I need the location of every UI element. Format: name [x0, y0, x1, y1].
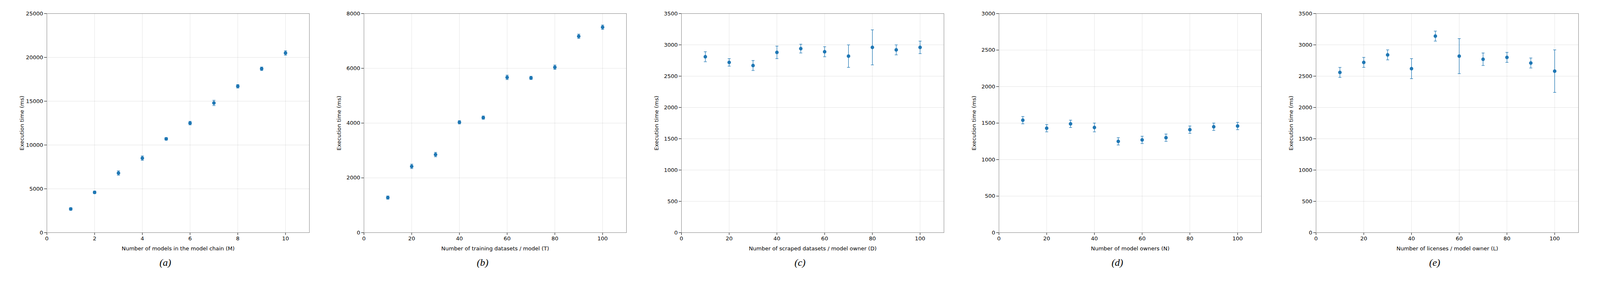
svg-text:8000: 8000 — [346, 10, 361, 17]
svg-text:80: 80 — [868, 235, 876, 242]
svg-text:20: 20 — [1360, 235, 1368, 242]
svg-text:1500: 1500 — [1298, 135, 1313, 142]
html-text:(a): (a) — [159, 256, 172, 268]
svg-text:Number of training datasets /: Number of training datasets / model (T) — [441, 245, 550, 252]
svg-text:Execution time (ms): Execution time (ms) — [335, 95, 343, 150]
svg-text:3500: 3500 — [663, 10, 678, 17]
svg-text:100: 100 — [915, 235, 926, 242]
svg-text:0: 0 — [997, 235, 1001, 242]
svg-text:60: 60 — [1455, 235, 1463, 242]
svg-text:0: 0 — [679, 235, 683, 242]
svg-text:5000: 5000 — [29, 185, 43, 192]
svg-text:0: 0 — [1309, 229, 1313, 236]
html-text:(e): (e) — [1429, 256, 1441, 268]
svg-text:40: 40 — [1090, 235, 1098, 242]
svg-text:20000: 20000 — [25, 54, 43, 61]
svg-text:0: 0 — [39, 229, 43, 236]
svg-text:100: 100 — [1549, 235, 1560, 242]
svg-text:80: 80 — [1186, 235, 1194, 242]
svg-text:500: 500 — [1302, 197, 1313, 205]
svg-text:3000: 3000 — [981, 10, 995, 17]
svg-text:60: 60 — [821, 235, 829, 242]
svg-text:500: 500 — [667, 197, 678, 205]
svg-text:3000: 3000 — [663, 41, 678, 48]
svg-text:10: 10 — [282, 235, 290, 242]
svg-text:8: 8 — [235, 235, 240, 242]
svg-text:80: 80 — [551, 235, 559, 242]
svg-text:3500: 3500 — [1298, 10, 1313, 17]
svg-text:0: 0 — [357, 229, 361, 236]
svg-text:0: 0 — [1314, 235, 1318, 242]
svg-text:500: 500 — [984, 192, 995, 199]
svg-text:0: 0 — [674, 229, 678, 236]
svg-text:40: 40 — [456, 235, 464, 242]
svg-text:Execution time (ms): Execution time (ms) — [970, 95, 977, 150]
svg-text:60: 60 — [1138, 235, 1146, 242]
svg-text:10000: 10000 — [25, 141, 43, 148]
svg-text:2000: 2000 — [663, 104, 678, 111]
svg-text:40: 40 — [1408, 235, 1416, 242]
svg-text:Execution time (ms): Execution time (ms) — [1287, 95, 1295, 150]
svg-text:1000: 1000 — [981, 156, 995, 163]
svg-text:2: 2 — [92, 235, 97, 242]
svg-text:1500: 1500 — [981, 119, 995, 126]
svg-text:Execution time (ms): Execution time (ms) — [18, 95, 25, 150]
svg-text:1000: 1000 — [1298, 166, 1313, 173]
svg-text:Execution time (ms): Execution time (ms) — [653, 95, 660, 150]
svg-text:4000: 4000 — [346, 119, 361, 126]
svg-text:2500: 2500 — [1298, 72, 1313, 80]
svg-text:25000: 25000 — [25, 10, 43, 17]
svg-text:0: 0 — [991, 229, 995, 236]
svg-text:1000: 1000 — [663, 166, 678, 173]
svg-text:40: 40 — [773, 235, 781, 242]
svg-text:6000: 6000 — [346, 65, 361, 72]
svg-text:2000: 2000 — [346, 174, 361, 181]
svg-text:Number of model owners (N): Number of model owners (N) — [1090, 245, 1170, 252]
svg-text:80: 80 — [1503, 235, 1511, 242]
svg-text:0: 0 — [45, 235, 49, 242]
svg-text:1500: 1500 — [663, 135, 678, 142]
svg-text:100: 100 — [597, 235, 608, 242]
svg-text:Number of models in the model: Number of models in the model chain (M) — [121, 245, 235, 252]
svg-text:20: 20 — [725, 235, 733, 242]
svg-text:2000: 2000 — [981, 83, 995, 90]
svg-text:Number of scraped datasets / m: Number of scraped datasets / model owner… — [748, 245, 877, 252]
svg-text:20: 20 — [408, 235, 416, 242]
svg-text:4: 4 — [140, 235, 144, 242]
svg-text:20: 20 — [1042, 235, 1050, 242]
html-text:(b): (b) — [476, 256, 489, 268]
svg-text:Number of licenses / model own: Number of licenses / model owner (L) — [1396, 245, 1499, 252]
svg-text:15000: 15000 — [25, 97, 43, 105]
svg-text:3000: 3000 — [1298, 41, 1313, 48]
svg-text:60: 60 — [503, 235, 511, 242]
svg-text:2000: 2000 — [1298, 104, 1313, 111]
svg-text:100: 100 — [1232, 235, 1243, 242]
svg-text:6: 6 — [188, 235, 192, 242]
html-text:(c): (c) — [794, 256, 806, 268]
svg-text:2500: 2500 — [981, 46, 995, 53]
html-text:(d): (d) — [1111, 256, 1124, 268]
svg-text:0: 0 — [362, 235, 366, 242]
svg-text:2500: 2500 — [663, 72, 678, 80]
